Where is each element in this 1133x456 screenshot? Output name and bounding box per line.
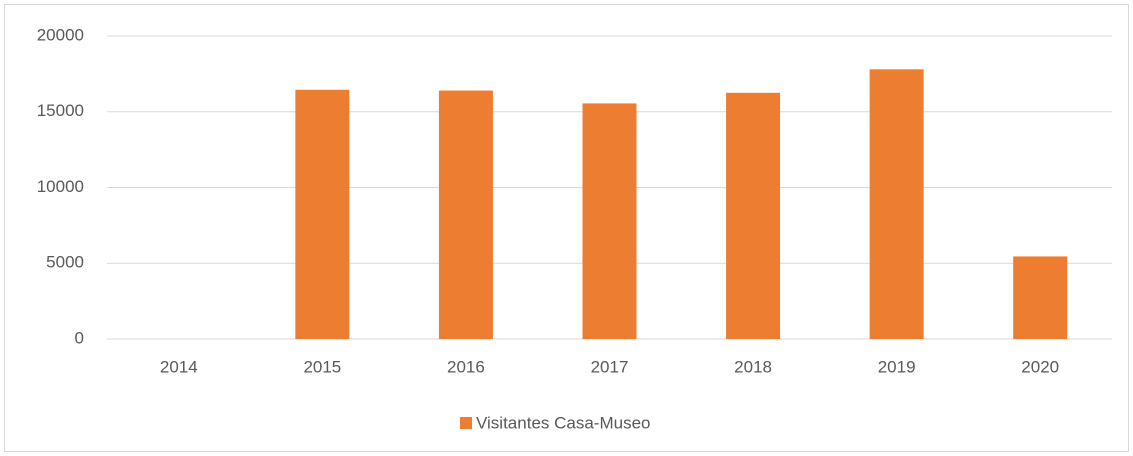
legend-label: Visitantes Casa-Museo <box>476 413 651 432</box>
y-tick-label: 0 <box>75 328 84 347</box>
y-tick-label: 15000 <box>37 101 84 120</box>
bar <box>582 103 637 339</box>
x-tick-label: 2017 <box>591 357 629 376</box>
bar <box>726 92 781 339</box>
x-tick-label: 2018 <box>734 357 772 376</box>
bar <box>295 89 350 339</box>
legend-swatch <box>460 417 472 429</box>
x-tick-label: 2019 <box>878 357 916 376</box>
chart-border <box>4 4 1129 452</box>
y-tick-label: 20000 <box>37 25 84 44</box>
bar <box>869 69 924 339</box>
bar <box>438 90 493 339</box>
x-tick-label: 2016 <box>447 357 485 376</box>
bar <box>1013 256 1068 339</box>
x-tick-label: 2020 <box>1021 357 1059 376</box>
x-tick-label: 2015 <box>303 357 341 376</box>
y-tick-label: 5000 <box>46 253 84 272</box>
x-tick-label: 2014 <box>160 357 198 376</box>
y-tick-label: 10000 <box>37 177 84 196</box>
